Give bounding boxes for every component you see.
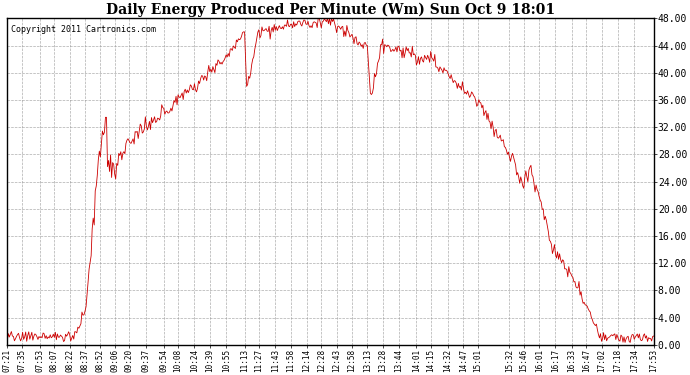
Text: Copyright 2011 Cartronics.com: Copyright 2011 Cartronics.com xyxy=(10,25,155,34)
Title: Daily Energy Produced Per Minute (Wm) Sun Oct 9 18:01: Daily Energy Produced Per Minute (Wm) Su… xyxy=(106,3,555,17)
